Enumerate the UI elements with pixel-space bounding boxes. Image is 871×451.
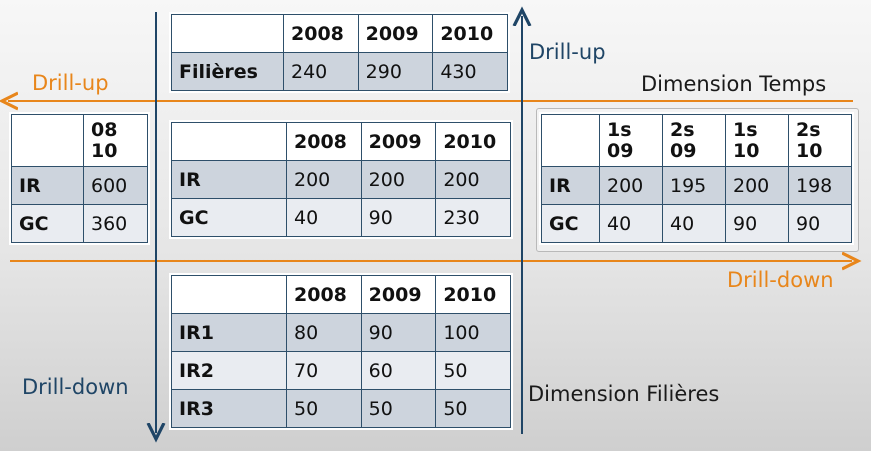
cell-value: 360 [84, 205, 148, 243]
cell-value: 198 [789, 167, 852, 205]
cell-value: 200 [287, 161, 362, 199]
cell-value: 90 [789, 205, 852, 243]
header-cell: 2009 [361, 276, 436, 314]
header-cell: 2008 [287, 123, 362, 161]
table-row: IR 200 195 200 198 [542, 167, 852, 205]
cell-value: 40 [600, 205, 663, 243]
header-cell: 2010 [436, 276, 511, 314]
cell-value: 40 [287, 199, 362, 237]
header-cell: 2009 [361, 123, 436, 161]
table-right-semesters: 1s 09 2s 09 1s 10 2s 10 IR 200 195 200 1… [541, 114, 852, 243]
cell-value: 430 [433, 53, 508, 91]
drill-up-top-label: Drill-up [529, 40, 606, 64]
header-cell [172, 276, 287, 314]
cell-value: 200 [436, 161, 511, 199]
cell-value: 290 [358, 53, 433, 91]
header-cell: 1s 10 [726, 115, 789, 167]
table-row: GC 360 [12, 205, 148, 243]
cell-value: 90 [361, 314, 436, 352]
cell-value: 70 [287, 352, 362, 390]
cell-value: 230 [436, 199, 511, 237]
header-cell [172, 123, 287, 161]
table-row: IR1 80 90 100 [172, 314, 511, 352]
cell-value: 195 [663, 167, 726, 205]
drill-down-right-label: Drill-down [727, 268, 834, 292]
cell-value: 600 [84, 167, 148, 205]
row-label: IR3 [172, 390, 287, 428]
row-label: Filières [172, 53, 284, 91]
drill-up-left-label: Drill-up [32, 71, 109, 95]
cell-value: 90 [726, 205, 789, 243]
table-left-aggregated: 08 10 IR 600 GC 360 [11, 114, 148, 243]
dimension-filieres-label: Dimension Filières [528, 382, 719, 406]
table-row: IR3 50 50 50 [172, 390, 511, 428]
row-label: IR2 [172, 352, 287, 390]
cell-value: 50 [436, 390, 511, 428]
dimension-temps-label: Dimension Temps [641, 72, 826, 96]
header-cell: 2008 [287, 276, 362, 314]
cell-value: 50 [361, 390, 436, 428]
cell-value: 100 [436, 314, 511, 352]
header-cell [172, 15, 284, 53]
cell-value: 90 [361, 199, 436, 237]
table-row: IR 600 [12, 167, 148, 205]
table-top-filieres: 2008 2009 2010 Filières 240 290 430 [171, 14, 508, 91]
table-center-base: 2008 2009 2010 IR 200 200 200 GC 40 90 2… [171, 122, 511, 237]
header-cell: 1s 09 [600, 115, 663, 167]
header-cell: 2010 [433, 15, 508, 53]
table-row: GC 40 40 90 90 [542, 205, 852, 243]
row-label: GC [12, 205, 84, 243]
table-row: IR2 70 60 50 [172, 352, 511, 390]
cell-value: 40 [663, 205, 726, 243]
cell-value: 60 [361, 352, 436, 390]
header-cell: 2009 [358, 15, 433, 53]
cell-value: 50 [436, 352, 511, 390]
table-bottom-detail: 2008 2009 2010 IR1 80 90 100 IR2 70 60 5… [171, 275, 511, 428]
cell-value: 50 [287, 390, 362, 428]
row-label: IR1 [172, 314, 287, 352]
header-cell: 2s 09 [663, 115, 726, 167]
cell-value: 80 [287, 314, 362, 352]
cell-value: 200 [361, 161, 436, 199]
cell-value: 200 [726, 167, 789, 205]
row-label: IR [172, 161, 287, 199]
header-cell: 2010 [436, 123, 511, 161]
header-cell: 2008 [284, 15, 359, 53]
header-cell: 08 10 [84, 115, 148, 167]
table-row: IR 200 200 200 [172, 161, 511, 199]
table-row: Filières 240 290 430 [172, 53, 508, 91]
cell-value: 200 [600, 167, 663, 205]
header-cell [542, 115, 600, 167]
row-label: IR [12, 167, 84, 205]
drill-down-left-label: Drill-down [22, 375, 129, 399]
header-cell [12, 115, 84, 167]
cell-value: 240 [284, 53, 359, 91]
row-label: IR [542, 167, 600, 205]
table-row: GC 40 90 230 [172, 199, 511, 237]
header-cell: 2s 10 [789, 115, 852, 167]
row-label: GC [542, 205, 600, 243]
row-label: GC [172, 199, 287, 237]
